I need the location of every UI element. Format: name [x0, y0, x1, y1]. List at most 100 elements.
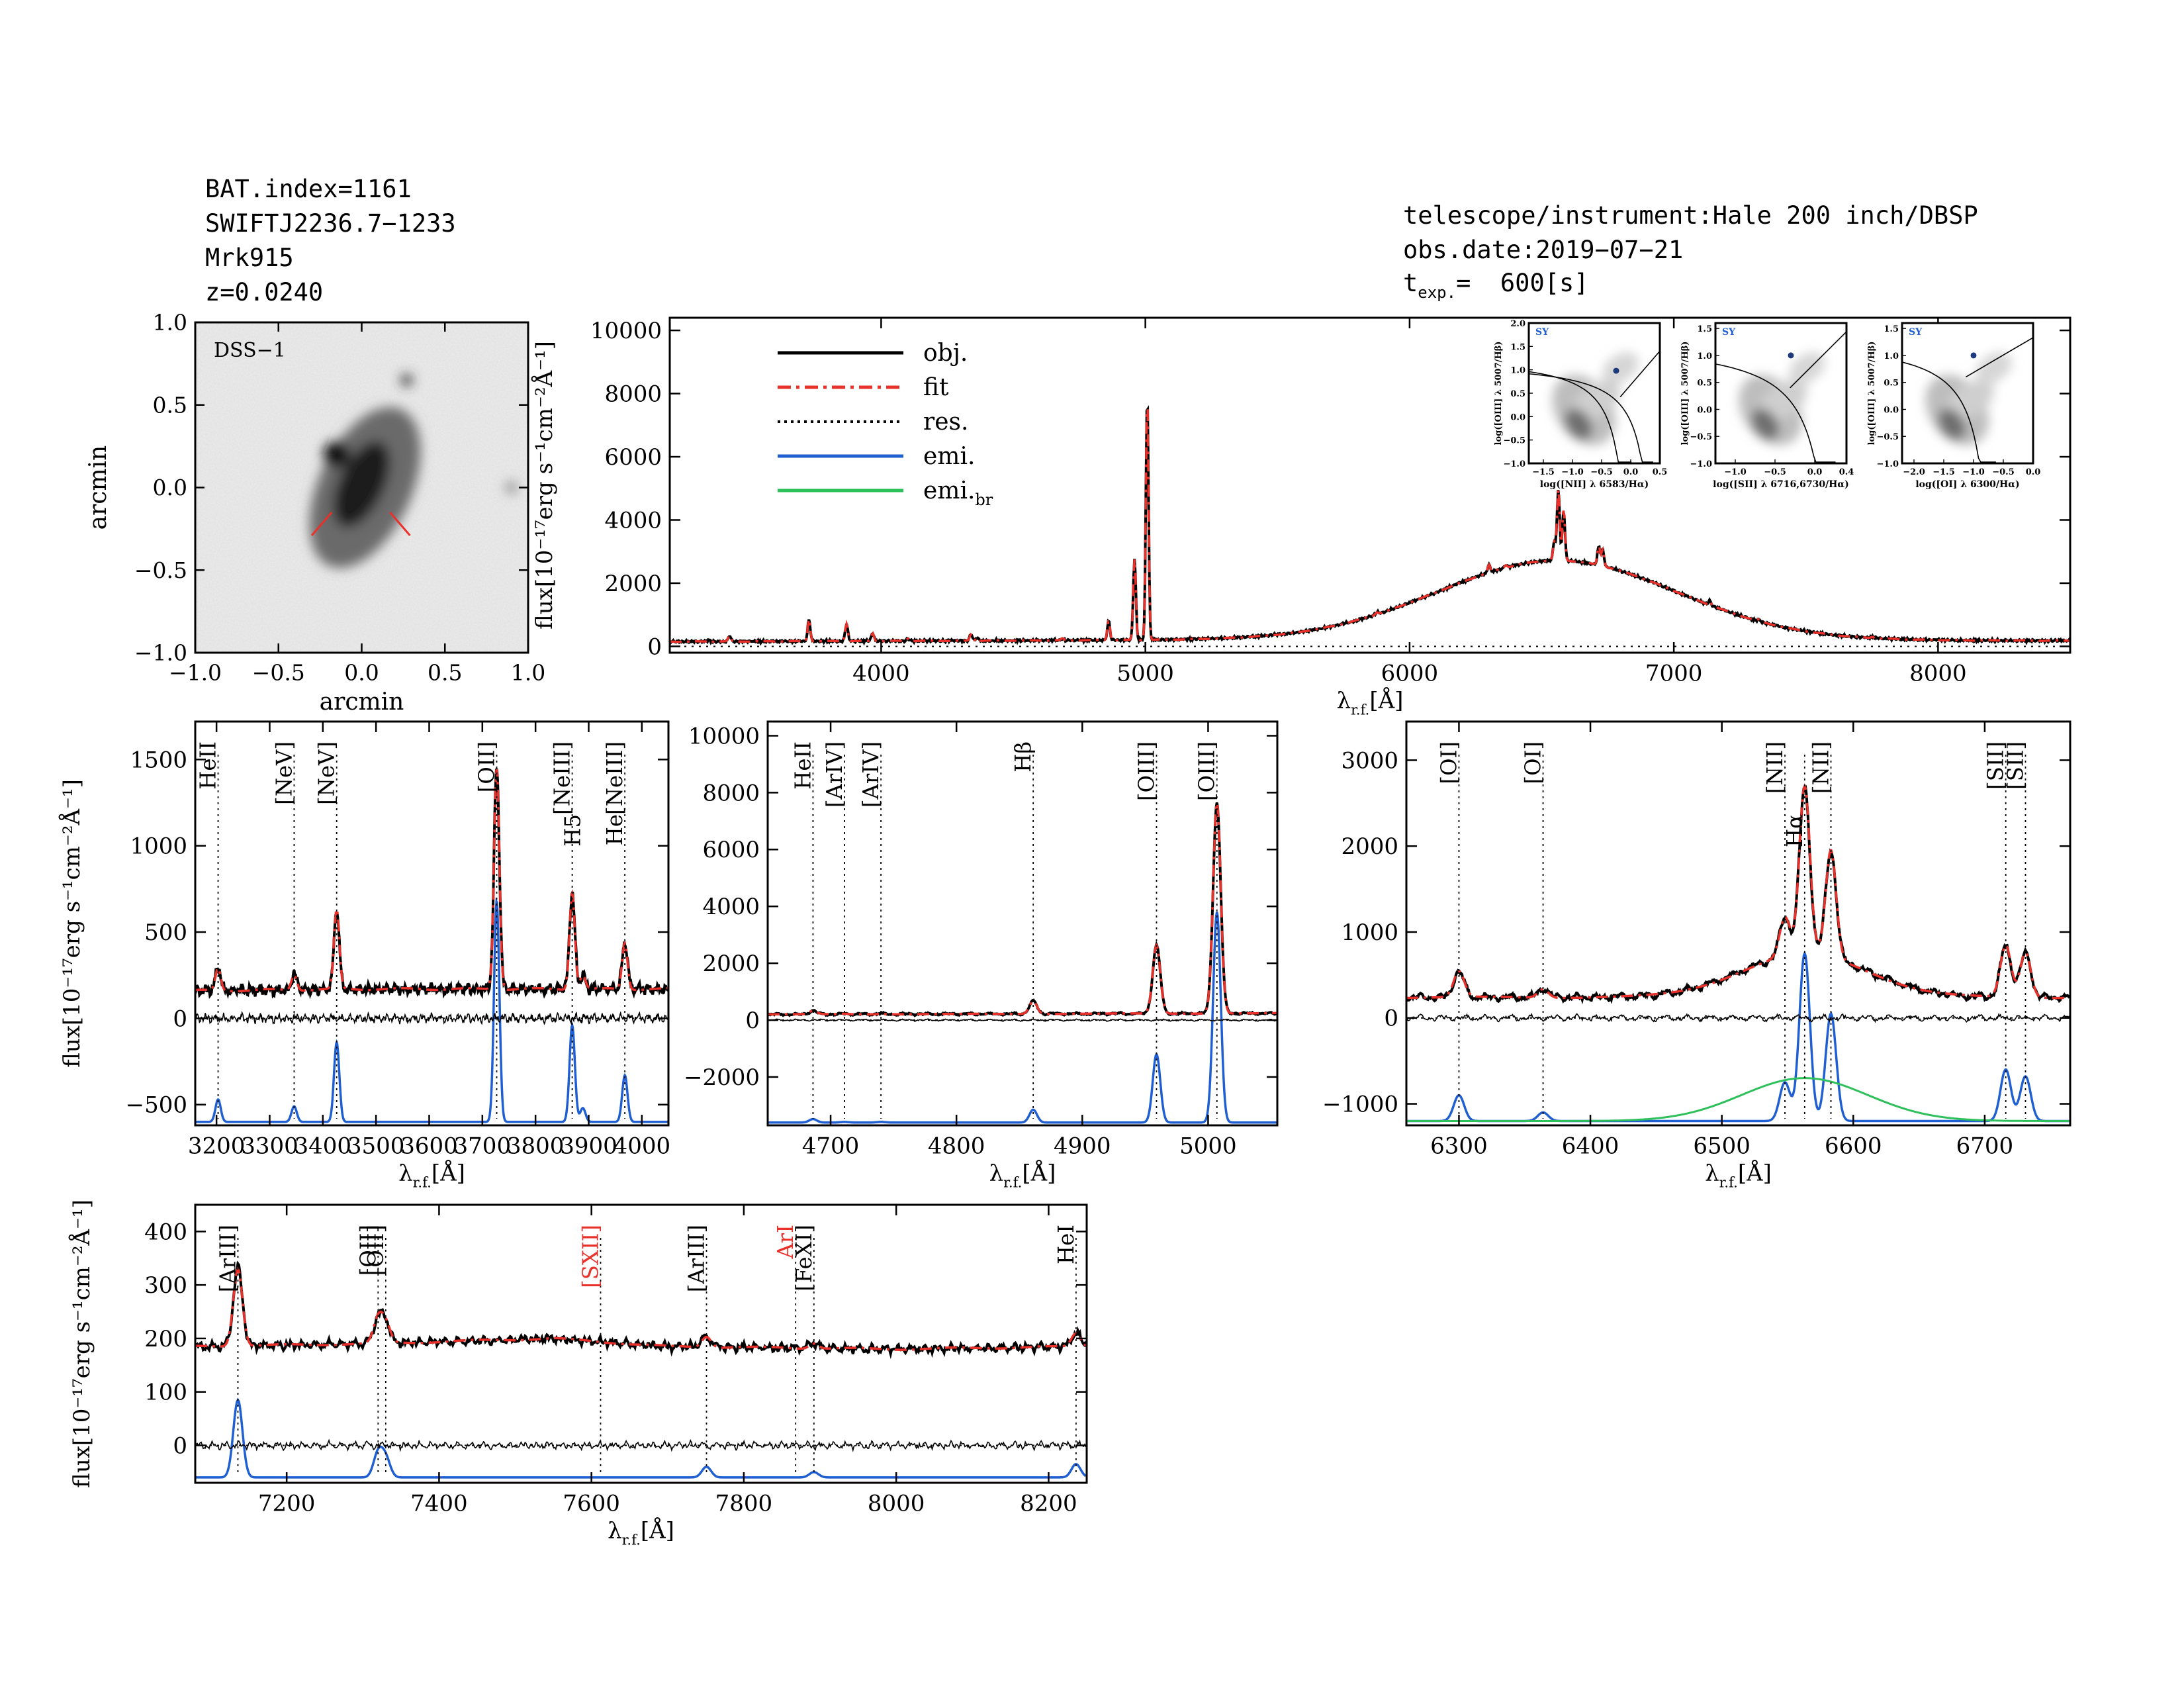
bpt3-xtick-label: −0.5 — [1992, 467, 2015, 477]
p3-ytick-label: 1000 — [1341, 919, 1398, 946]
p1-xlabel: λr.f.[Å] — [398, 1159, 465, 1190]
bat-index: BAT.index=1161 — [205, 175, 412, 203]
p4-xtick-label: 8200 — [1020, 1491, 1077, 1517]
full-xtick-label: 4000 — [852, 661, 910, 687]
full-observed — [668, 405, 2071, 646]
bpt3-ytick-label: −1.0 — [1876, 459, 1899, 469]
legend-label-emi: emi. — [923, 443, 975, 470]
p3-frame — [1405, 720, 2071, 1127]
instrument: telescope/instrument:Hale 200 inch/DBSP — [1403, 201, 1978, 230]
bpt1-xtick-label: −0.5 — [1590, 467, 1613, 477]
p4-xtick-label: 7600 — [563, 1491, 620, 1517]
p1-line-label: [NeIII] — [550, 741, 575, 815]
p1-xtick-label: 3800 — [507, 1133, 565, 1160]
p4-residual — [195, 1438, 1087, 1452]
p1-line-label: [NeV] — [271, 741, 296, 805]
p2-line-label: [OIII] — [1195, 741, 1220, 801]
dss-image — [195, 322, 528, 653]
bpt3-sy-liner-line — [1965, 337, 2034, 378]
bpt3-xlabel: log([OI] λ 6300/Hα) — [1915, 479, 2019, 490]
legend-label-res: res. — [923, 408, 968, 436]
p1-xtick-label: 3300 — [241, 1133, 298, 1160]
legend-label-emi_br: emi.br — [923, 477, 993, 509]
bpt3-ytick-label: 0.5 — [1884, 379, 1899, 389]
bpt1-kauffmann-curve — [1528, 371, 1632, 463]
image-label: DSS−1 — [214, 339, 286, 362]
p3-line-label: [OI] — [1436, 741, 1461, 784]
p4-line-label: [FeXI] — [792, 1225, 817, 1291]
bpt3-ytick-label: 0.0 — [1884, 405, 1899, 415]
p2-xtick-label: 4800 — [928, 1133, 985, 1160]
bpt3-xtick-label: −2.0 — [1903, 467, 1925, 477]
p1-line-label: [NeIII] — [602, 741, 627, 815]
bpt2-kewley-curve — [1715, 363, 1836, 463]
bpt3-kewley-curve — [1901, 361, 1996, 463]
p3-ytick-label: 3000 — [1341, 747, 1398, 774]
bpt1-sy-liner-line — [1619, 350, 1661, 398]
bpt1-ytick-label: 1.0 — [1510, 366, 1525, 376]
bpt1-density-blob — [1565, 408, 1593, 440]
p4-ytick-label: 400 — [144, 1219, 187, 1245]
p2-ytick-label: 2000 — [702, 951, 760, 977]
bpt2-object-point — [1788, 352, 1794, 359]
p2-ytick-label: 0 — [745, 1008, 760, 1034]
image-xtick-label: −1.0 — [169, 659, 222, 685]
p4-ytick-label: 300 — [144, 1272, 187, 1299]
p2-frame — [766, 720, 1279, 1127]
p3-fit — [1406, 783, 2070, 1000]
p3-line-label: Hα — [1782, 814, 1807, 847]
image-xlabel: arcmin — [320, 688, 404, 716]
object-name: Mrk915 — [205, 244, 294, 272]
p2-residual — [767, 1018, 1278, 1022]
bpt1-xlabel: log([NII] λ 6583/Hα) — [1540, 479, 1649, 490]
bpt1-xtick-label: 0.5 — [1653, 467, 1668, 477]
image-ytick-label: −1.0 — [134, 640, 187, 666]
p3-xtick-label: 6700 — [1956, 1133, 2014, 1160]
image-xtick-label: 1.0 — [511, 659, 545, 685]
image-ytick-label: 0.5 — [153, 392, 187, 418]
p2-line-label: HeII — [790, 741, 815, 790]
p3-observed — [1405, 785, 2071, 1005]
p1-line-label: He — [602, 814, 627, 845]
bpt3-class-label: SY — [1909, 327, 1923, 338]
bpt1-class-label: SY — [1535, 327, 1549, 338]
p1-xtick-label: 3200 — [188, 1133, 246, 1160]
exposure-t: t — [1403, 269, 1418, 297]
bpt3-density-blob — [1976, 352, 2012, 384]
image-ylabel: arcmin — [85, 445, 112, 530]
p2-line-label: [ArIV] — [858, 741, 884, 808]
p3-xtick-label: 6600 — [1825, 1133, 1882, 1160]
p2-emission — [768, 912, 1277, 1124]
p1-ytick-label: 1500 — [130, 747, 187, 773]
bpt1-ytick-label: 0.5 — [1510, 389, 1525, 399]
p2-line-label: [ArIV] — [822, 741, 847, 808]
bpt3-density-blob — [1946, 380, 1994, 420]
bpt2-ytick-label: 1.5 — [1697, 324, 1712, 334]
p4-fit — [195, 1266, 1087, 1351]
p2-xlabel: λr.f.[Å] — [989, 1159, 1056, 1190]
bpt3-ytick-label: 1.5 — [1884, 324, 1899, 334]
full-ytick-label: 6000 — [604, 444, 662, 471]
p4-observed — [195, 1260, 1087, 1360]
p4-xtick-label: 8000 — [868, 1491, 925, 1517]
bpt2-frame — [1714, 322, 1848, 465]
p4-line-label: [ArIII] — [684, 1225, 709, 1292]
p4-xtick-label: 7400 — [410, 1491, 468, 1517]
image-ytick-label: −0.5 — [134, 557, 187, 583]
exposure-time: texp.= 600[s] — [1403, 267, 1589, 308]
p2-observed — [766, 802, 1278, 1017]
p2-ytick-label: 6000 — [702, 837, 760, 863]
p1-xtick-label: 3600 — [400, 1133, 458, 1160]
full-xtick-label: 8000 — [1909, 661, 1967, 687]
p1-xtick-label: 3400 — [295, 1133, 352, 1160]
p1-xtick-label: 3700 — [454, 1133, 512, 1160]
p3-xtick-label: 6500 — [1693, 1133, 1751, 1160]
p1-residual — [195, 1010, 668, 1025]
bpt3-frame — [1901, 322, 2034, 465]
bpt3-xtick-label: 0.0 — [2026, 467, 2041, 477]
p1-fit — [195, 769, 668, 993]
image-xtick-label: −0.5 — [252, 659, 305, 685]
p3-ytick-label: 2000 — [1341, 833, 1398, 860]
bpt1-density-blob — [1602, 352, 1639, 384]
bpt2-ytick-label: −0.5 — [1690, 432, 1712, 442]
